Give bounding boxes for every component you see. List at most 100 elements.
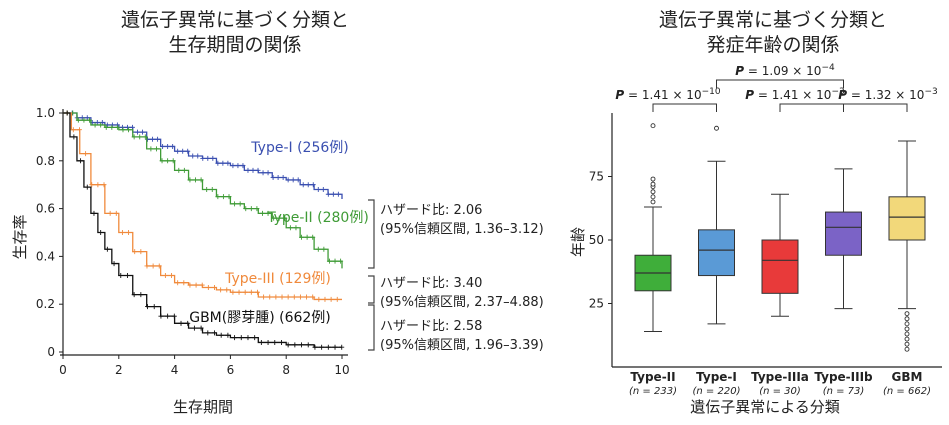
km-x-tick-label: 2 — [115, 363, 123, 377]
km-censor-mark — [185, 148, 191, 154]
p-value-label: P = 1.09 × 10−4 — [735, 63, 835, 78]
km-censor-mark — [142, 134, 148, 140]
km-censor-mark — [181, 280, 187, 286]
km-censor-mark — [300, 182, 306, 188]
km-censor-mark — [109, 124, 115, 130]
km-censor-mark — [220, 194, 226, 200]
km-censor-mark — [156, 263, 162, 269]
km-censor-mark — [160, 143, 166, 149]
km-censor-mark — [181, 167, 187, 173]
hazard-annotation-line: (95%信頼区間, 1.96–3.39) — [380, 338, 544, 353]
km-censor-mark — [250, 167, 256, 173]
km-censor-mark — [148, 146, 154, 152]
box-category-label: Type-II — [630, 370, 675, 384]
box-outlier — [904, 321, 910, 327]
km-censor-mark — [145, 304, 151, 310]
box-outlier — [650, 123, 656, 129]
box-iqr — [761, 239, 799, 294]
km-censor-mark — [195, 153, 201, 159]
km-censor-mark — [144, 263, 150, 269]
km-censor-mark — [75, 117, 81, 123]
km-censor-mark — [205, 155, 211, 161]
km-censor-mark — [236, 289, 242, 295]
box-iqr — [698, 229, 735, 277]
km-censor-mark — [267, 294, 273, 300]
km-censor-mark — [71, 134, 77, 140]
km-y-tick-label: 0.6 — [36, 202, 55, 216]
km-censor-mark — [98, 230, 104, 235]
km-censor-mark — [87, 117, 93, 123]
p-value-bracket — [652, 103, 717, 112]
km-censor-mark — [199, 282, 205, 288]
km-censor-mark — [198, 325, 204, 331]
km-censor-mark — [297, 294, 303, 300]
box-y-tick-label: 25 — [589, 297, 604, 311]
km-y-tick-label: 0.4 — [36, 249, 55, 263]
km-censor-mark — [339, 344, 345, 350]
km-censor-mark — [265, 339, 271, 345]
km-censor-mark — [92, 122, 98, 128]
km-censor-mark — [84, 184, 90, 190]
km-censor-mark — [153, 146, 159, 152]
box-category-label: Type-IIIb — [814, 370, 873, 384]
km-x-tick-label: 8 — [282, 363, 290, 377]
km-censor-mark — [70, 127, 76, 133]
km-censor-mark — [150, 263, 156, 269]
box-y-tick-label: 75 — [589, 170, 604, 184]
km-censor-mark — [305, 342, 311, 348]
km-censor-mark — [326, 258, 332, 264]
km-censor-mark — [124, 273, 130, 279]
km-censor-mark — [95, 182, 101, 188]
km-censor-mark — [254, 206, 260, 212]
km-censor-mark — [273, 294, 279, 300]
km-censor-mark — [315, 186, 321, 192]
km-censor-mark — [325, 344, 331, 350]
km-censor-mark — [81, 117, 87, 123]
km-y-tick-label: 0 — [47, 345, 55, 359]
km-censor-mark — [319, 344, 325, 350]
km-title-line1: 遺伝子異常に基づく分類と — [121, 9, 349, 31]
km-censor-mark — [292, 342, 298, 348]
km-censor-mark — [310, 182, 316, 188]
km-censor-mark — [98, 122, 104, 128]
km-series-label: Type-III (129例) — [224, 271, 331, 287]
km-censor-mark — [138, 249, 144, 255]
p-value-bracket — [716, 79, 844, 88]
km-censor-mark — [113, 210, 119, 216]
km-censor-mark — [187, 177, 193, 183]
km-censor-mark — [140, 129, 146, 135]
km-censor-mark — [238, 335, 244, 341]
km-censor-mark — [271, 215, 277, 221]
km-x-tick-label: 10 — [334, 363, 349, 377]
km-x-tick-label: 0 — [59, 363, 67, 377]
km-censor-mark — [325, 191, 331, 197]
km-censor-mark — [118, 273, 124, 279]
km-censor-mark — [295, 177, 301, 183]
km-censor-mark — [335, 191, 341, 197]
km-censor-mark — [180, 148, 186, 154]
km-censor-mark — [261, 294, 267, 300]
km-censor-mark — [278, 339, 284, 345]
box-outlier — [650, 189, 656, 195]
km-censor-mark — [134, 129, 140, 135]
km-censor-mark — [270, 175, 276, 181]
km-censor-mark — [299, 234, 305, 240]
km-censor-mark — [104, 122, 110, 128]
km-y-tick-label: 1.0 — [36, 106, 55, 120]
km-censor-mark — [310, 234, 316, 240]
p-value-label: P = 1.41 × 10−3 — [745, 87, 844, 102]
km-censor-mark — [248, 289, 254, 295]
km-censor-mark — [320, 186, 326, 192]
km-censor-mark — [321, 246, 327, 252]
km-censor-mark — [265, 170, 271, 176]
km-censor-mark — [200, 155, 206, 161]
box-outlier — [904, 341, 910, 347]
km-censor-mark — [205, 330, 211, 336]
km-censor-mark — [175, 148, 181, 154]
km-series-group — [63, 110, 345, 350]
box-outlier — [650, 176, 656, 182]
km-censor-mark — [293, 225, 299, 231]
km-censor-mark — [332, 258, 338, 264]
km-censor-mark — [187, 282, 193, 288]
